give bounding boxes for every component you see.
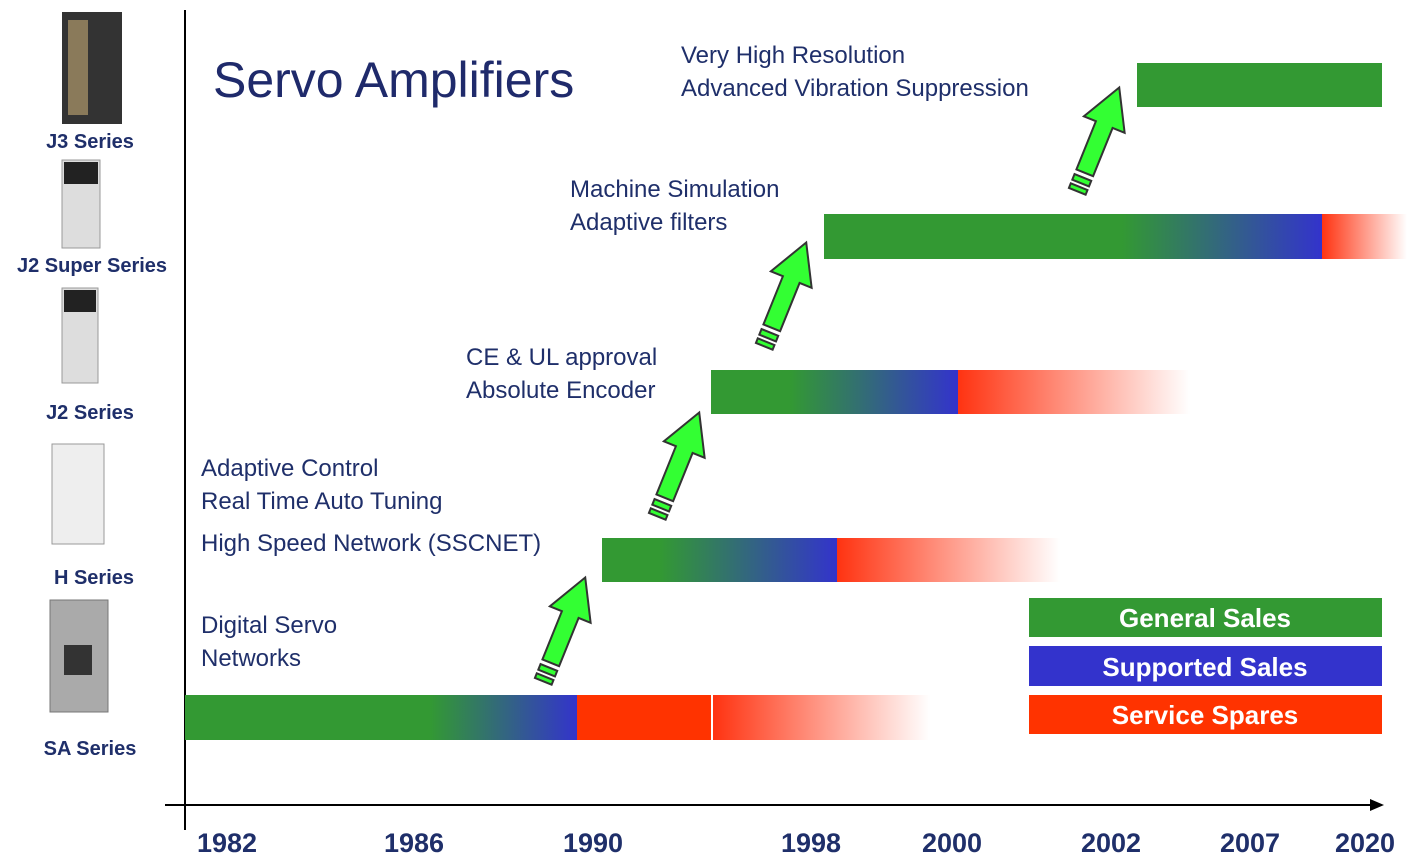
year-label: 2000 xyxy=(922,828,982,856)
feature-text: Machine Simulation xyxy=(570,176,779,203)
product-label: J3 Series xyxy=(46,131,134,153)
year-label: 2007 xyxy=(1220,828,1280,856)
product-label: J2 Super Series xyxy=(17,255,167,277)
feature-text: CE & UL approval xyxy=(466,344,657,371)
timeline-diagram: J3 Series J2 Super Series J2 Series H Se… xyxy=(0,0,1407,856)
product-images xyxy=(50,12,122,712)
year-label: 1990 xyxy=(563,828,623,856)
product-label: J2 Series xyxy=(46,402,134,424)
year-label: 1982 xyxy=(197,828,257,856)
bars xyxy=(185,63,1407,740)
year-label: 2020 xyxy=(1335,828,1395,856)
product-label: SA Series xyxy=(44,738,137,760)
feature-text: High Speed Network (SSCNET) xyxy=(201,530,541,557)
year-label: 1998 xyxy=(781,828,841,856)
title: Servo Amplifiers xyxy=(213,52,574,108)
feature-text: Absolute Encoder xyxy=(466,377,655,404)
feature-text: Advanced Vibration Suppression xyxy=(681,75,1029,102)
product-label: H Series xyxy=(54,567,134,589)
year-label: 2002 xyxy=(1081,828,1141,856)
axis-arrow xyxy=(1370,799,1384,811)
legend-label: Service Spares xyxy=(1112,700,1298,730)
legend-label: Supported Sales xyxy=(1102,652,1307,682)
legend-label: General Sales xyxy=(1119,603,1291,633)
feature-text: Digital Servo xyxy=(201,612,337,639)
feature-text: Adaptive Control xyxy=(201,455,378,482)
feature-text: Adaptive filters xyxy=(570,209,727,236)
feature-text: Very High Resolution xyxy=(681,42,905,69)
feature-text: Networks xyxy=(201,645,301,672)
feature-text: Real Time Auto Tuning xyxy=(201,488,442,515)
year-label: 1986 xyxy=(384,828,444,856)
